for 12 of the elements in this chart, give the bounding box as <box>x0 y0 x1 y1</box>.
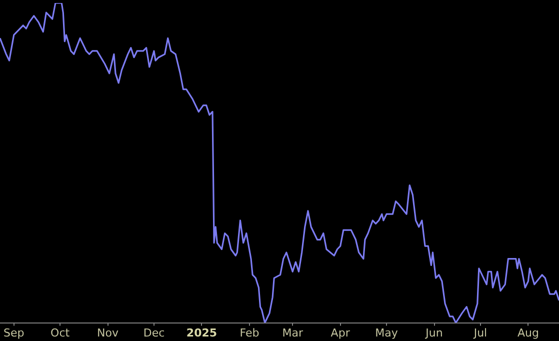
x-tick-label: Nov <box>97 326 120 340</box>
x-tick-label: Apr <box>330 326 350 340</box>
x-tick-label: Mar <box>282 326 304 340</box>
x-tick-label: Jul <box>472 326 488 340</box>
x-tick-label: Feb <box>240 326 260 340</box>
x-tick-label: May <box>375 326 398 340</box>
x-tick-label: Aug <box>517 326 539 340</box>
x-tick-label: Dec <box>143 326 165 340</box>
x-tick-label: Oct <box>50 326 70 340</box>
x-tick-label: 2025 <box>186 326 218 340</box>
x-tick-label: Jun <box>424 326 443 340</box>
x-tick-label: Sep <box>3 326 24 340</box>
